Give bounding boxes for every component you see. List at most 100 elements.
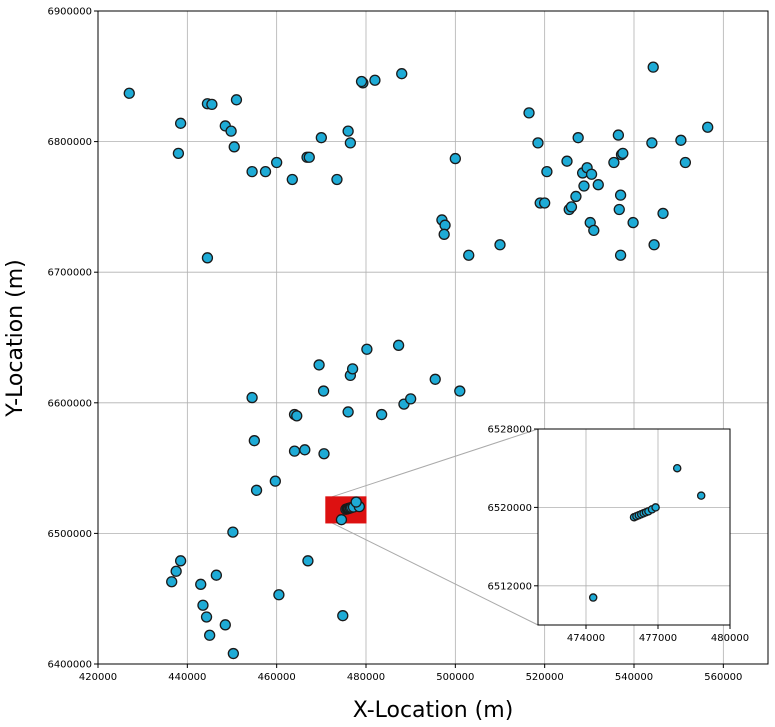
data-point (299, 444, 311, 456)
data-point (248, 435, 260, 447)
data-point (337, 610, 349, 622)
connector-line-bottom (331, 522, 539, 626)
data-point (288, 445, 301, 457)
data-point (449, 152, 461, 165)
x-tick-label: 540000 (615, 672, 653, 683)
inset-y-tick-label: 6520000 (487, 503, 532, 514)
data-point (646, 137, 658, 149)
data-point (429, 373, 441, 385)
data-point (463, 249, 475, 261)
data-point (617, 147, 629, 160)
data-point (303, 151, 315, 163)
x-tick-label: 500000 (436, 672, 474, 683)
x-tick-label: 420000 (79, 672, 117, 683)
inset-data-point (672, 463, 682, 473)
connector-line-top (331, 428, 539, 498)
data-point (123, 87, 135, 99)
y-tick-label: 6800000 (47, 137, 92, 148)
y-tick-label: 6900000 (47, 7, 92, 18)
main-ticks: 420000 440000 460000 480000 500000 520000 5400… (47, 7, 742, 684)
x-tick-label: 560000 (704, 672, 742, 683)
data-point (657, 207, 669, 220)
data-point (286, 173, 298, 186)
data-point (227, 647, 239, 660)
data-point (439, 219, 451, 231)
inset-ticks: 474000 477000 480000 6512000 6520000 6528000 (487, 425, 749, 645)
data-point (273, 589, 285, 601)
inset-x-tick-label: 474000 (567, 633, 605, 644)
data-point (565, 201, 578, 213)
data-point (361, 343, 373, 355)
data-point (539, 197, 551, 209)
data-point (174, 117, 187, 129)
data-point (675, 134, 687, 146)
data-point (608, 156, 620, 169)
data-point (195, 578, 207, 590)
inset-x-tick-label: 477000 (639, 633, 677, 644)
data-point (588, 224, 600, 237)
data-point (561, 155, 573, 167)
data-point (206, 98, 218, 111)
data-point (210, 569, 223, 581)
data-point (246, 165, 258, 178)
data-point (170, 565, 182, 577)
data-point (317, 385, 330, 397)
data-point (291, 410, 303, 422)
data-point (375, 408, 388, 421)
data-point (612, 129, 625, 141)
data-point (197, 599, 209, 611)
data-point (302, 555, 314, 567)
x-tick-label: 480000 (347, 672, 385, 683)
inset-data-point (588, 593, 598, 602)
data-point (228, 141, 240, 153)
data-point (570, 190, 582, 203)
x-axis-label: X-Location (m) (353, 698, 514, 723)
data-point (592, 179, 604, 191)
inset-data-point (651, 503, 660, 512)
inset-points (588, 463, 706, 602)
data-point (246, 391, 258, 404)
data-point (225, 125, 237, 137)
y-axis-label: Y-Location (m) (3, 259, 28, 417)
data-point (523, 107, 535, 119)
data-point (201, 252, 214, 264)
data-point (318, 448, 330, 460)
inset-connector-lines (331, 428, 539, 626)
data-point (172, 147, 185, 160)
data-point (613, 203, 625, 216)
y-tick-label: 6400000 (47, 660, 92, 671)
data-point (396, 68, 408, 80)
data-point (344, 137, 357, 149)
y-tick-label: 6500000 (47, 529, 92, 540)
data-point (369, 74, 381, 86)
data-point (313, 359, 325, 371)
data-point (315, 132, 327, 144)
data-point (200, 611, 213, 623)
x-tick-label: 520000 (526, 672, 564, 683)
x-tick-label: 440000 (168, 672, 206, 683)
data-point (219, 619, 231, 631)
data-point (355, 75, 368, 88)
inset-x-tick-label: 480000 (711, 633, 749, 644)
data-point (627, 216, 639, 229)
inset-y-tick-label: 6512000 (487, 581, 532, 592)
inset-plot: 474000 477000 480000 6512000 6520000 6528000 (487, 425, 749, 645)
main-plot-frame (97, 10, 769, 665)
data-point (647, 61, 659, 73)
data-point (578, 180, 590, 192)
inset-data-point (696, 491, 706, 500)
data-point (269, 475, 281, 487)
highlight-region (325, 496, 367, 526)
data-point (614, 249, 627, 261)
data-point (532, 137, 544, 149)
data-point (679, 156, 692, 169)
main-points (123, 61, 714, 660)
data-point (342, 406, 354, 418)
data-point (227, 526, 239, 538)
data-point (166, 576, 178, 588)
data-point (230, 94, 243, 106)
data-point (346, 363, 359, 375)
data-point (392, 339, 405, 351)
data-point (250, 484, 263, 496)
data-point (585, 168, 598, 180)
